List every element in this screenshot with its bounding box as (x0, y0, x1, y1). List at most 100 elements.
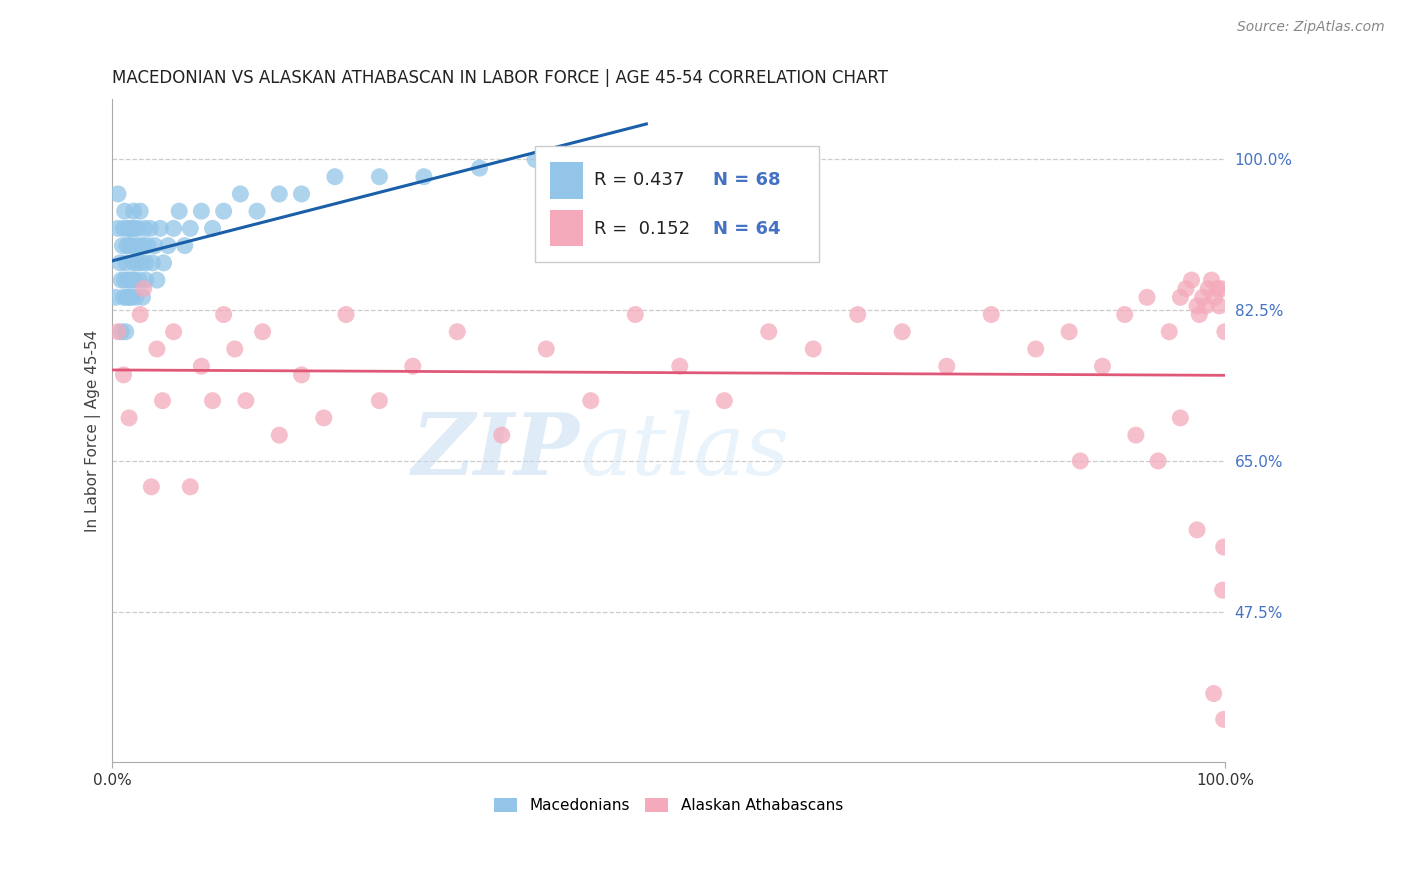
Point (162, 325, 184, 339)
Point (1201, 273, 1223, 287)
Point (1125, 428, 1147, 442)
Point (536, 342, 558, 356)
FancyBboxPatch shape (536, 145, 818, 261)
Point (1195, 299, 1218, 313)
Point (146, 342, 169, 356)
Point (114, 204, 136, 219)
Point (190, 204, 212, 219)
Point (134, 221, 156, 235)
Point (229, 186, 252, 201)
Point (1185, 523, 1208, 537)
Point (141, 480, 163, 494)
Point (128, 273, 150, 287)
Point (173, 238, 195, 252)
Point (201, 221, 224, 235)
Point (801, 342, 824, 356)
Point (190, 359, 212, 374)
Point (335, 308, 357, 322)
Point (115, 238, 138, 252)
Point (252, 325, 274, 339)
Point (1191, 290, 1213, 304)
Point (713, 393, 735, 408)
Point (446, 325, 468, 339)
Point (323, 169, 346, 184)
Point (131, 290, 153, 304)
Point (135, 256, 157, 270)
Point (224, 342, 246, 356)
Point (127, 221, 149, 235)
Point (143, 238, 166, 252)
Point (1170, 290, 1192, 304)
Text: R = 0.437: R = 0.437 (595, 171, 685, 189)
Point (110, 325, 132, 339)
Point (758, 325, 780, 339)
Point (1091, 359, 1114, 374)
Point (152, 393, 174, 408)
Point (179, 221, 201, 235)
Point (120, 221, 142, 235)
Point (1185, 299, 1208, 313)
Point (162, 221, 184, 235)
Point (201, 393, 224, 408)
Point (1213, 325, 1236, 339)
Point (1174, 282, 1197, 296)
Point (1159, 325, 1181, 339)
Point (132, 238, 155, 252)
Point (122, 204, 145, 219)
Point (524, 153, 547, 167)
Point (1212, 712, 1234, 726)
Point (141, 256, 163, 270)
Point (124, 221, 146, 235)
Point (117, 221, 139, 235)
Point (568, 153, 591, 167)
Text: ZIP: ZIP (412, 409, 579, 492)
Legend: Macedonians, Alaskan Athabascans: Macedonians, Alaskan Athabascans (486, 791, 851, 822)
Point (121, 221, 143, 235)
Point (312, 410, 335, 425)
Point (1212, 540, 1234, 554)
Point (368, 169, 391, 184)
Point (402, 359, 425, 374)
Point (115, 290, 138, 304)
Point (412, 169, 434, 184)
Point (1206, 282, 1229, 296)
Text: atlas: atlas (579, 409, 789, 492)
Point (157, 238, 180, 252)
Point (636, 153, 658, 167)
Point (120, 273, 142, 287)
Point (120, 290, 142, 304)
Point (110, 273, 132, 287)
Point (1211, 282, 1233, 296)
Point (668, 359, 690, 374)
Text: MACEDONIAN VS ALASKAN ATHABASCAN IN LABOR FORCE | AGE 45-54 CORRELATION CHART: MACEDONIAN VS ALASKAN ATHABASCAN IN LABO… (112, 69, 889, 87)
Point (1197, 282, 1219, 296)
Point (129, 308, 152, 322)
Point (135, 273, 157, 287)
Point (212, 204, 235, 219)
Point (624, 308, 647, 322)
Point (107, 221, 129, 235)
Point (1180, 273, 1202, 287)
Point (114, 256, 136, 270)
Text: Source: ZipAtlas.com: Source: ZipAtlas.com (1237, 20, 1385, 34)
Point (1204, 290, 1226, 304)
Point (107, 186, 129, 201)
Point (107, 325, 129, 339)
Point (579, 393, 602, 408)
Point (120, 238, 142, 252)
Point (935, 359, 957, 374)
Point (269, 186, 291, 201)
Point (269, 428, 291, 442)
Point (1147, 454, 1170, 468)
Point (149, 221, 172, 235)
Point (139, 221, 162, 235)
Point (111, 238, 134, 252)
Point (125, 290, 148, 304)
Point (235, 393, 257, 408)
Point (1188, 308, 1211, 322)
Point (468, 161, 491, 175)
Point (891, 325, 914, 339)
Point (129, 204, 152, 219)
Point (124, 273, 146, 287)
Point (179, 480, 201, 494)
